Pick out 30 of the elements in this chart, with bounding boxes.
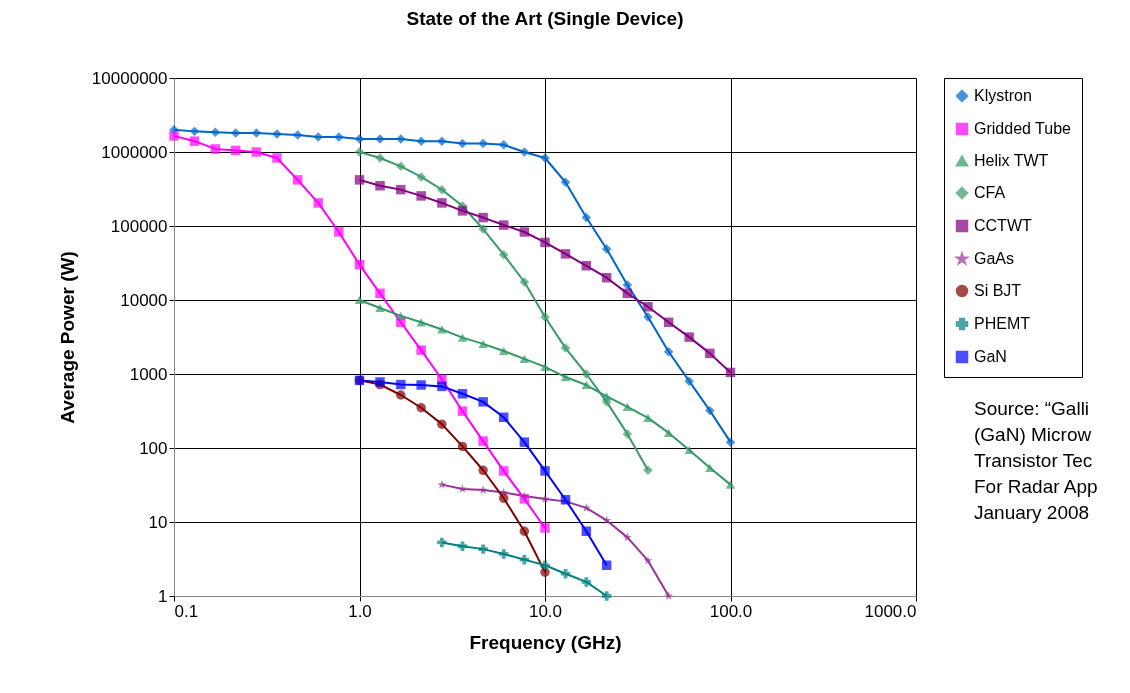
y-tick-label: 1000000 xyxy=(101,142,168,162)
y-tick-label: 100000 xyxy=(110,216,168,236)
text: Transistor Tec xyxy=(974,450,1093,471)
x-tick-label: 1.0 xyxy=(348,601,372,621)
text: January 2008 xyxy=(974,502,1090,523)
x-tick-label: 1000.0 xyxy=(864,601,917,621)
legend-label: PHEMT xyxy=(974,315,1031,332)
chart-title: State of the Art (Single Device) xyxy=(406,8,684,29)
legend-label: Gridded Tube xyxy=(974,120,1072,137)
legend-label: Klystron xyxy=(974,87,1032,104)
y-tick-label: 10000000 xyxy=(91,68,168,88)
y-tick-label: 10 xyxy=(148,512,168,532)
y-tick-label: 100 xyxy=(139,438,168,458)
legend-label: Helix TWT xyxy=(974,152,1049,169)
x-tick-label: 10.0 xyxy=(528,601,563,621)
legend-label: GaN xyxy=(974,348,1007,365)
x-axis-title: Frequency (GHz) xyxy=(469,631,622,653)
x-tick-label: 0.1 xyxy=(174,601,199,621)
y-axis-title: Average Power (W) xyxy=(56,251,78,424)
legend-label: CCTWT xyxy=(974,217,1032,234)
source-note: Source: “Galli xyxy=(974,398,1090,419)
y-tick-label: 1 xyxy=(158,586,168,606)
legend-label: CFA xyxy=(974,184,1006,201)
y-tick-label: 10000 xyxy=(120,290,168,310)
text: For Radar App xyxy=(974,476,1098,497)
legend-label: Si BJT xyxy=(974,282,1022,299)
legend-label: GaAs xyxy=(974,250,1015,267)
text: (GaN) Microw xyxy=(974,424,1092,445)
x-tick-label: 100.0 xyxy=(709,601,753,621)
y-tick-label: 1000 xyxy=(129,364,168,384)
